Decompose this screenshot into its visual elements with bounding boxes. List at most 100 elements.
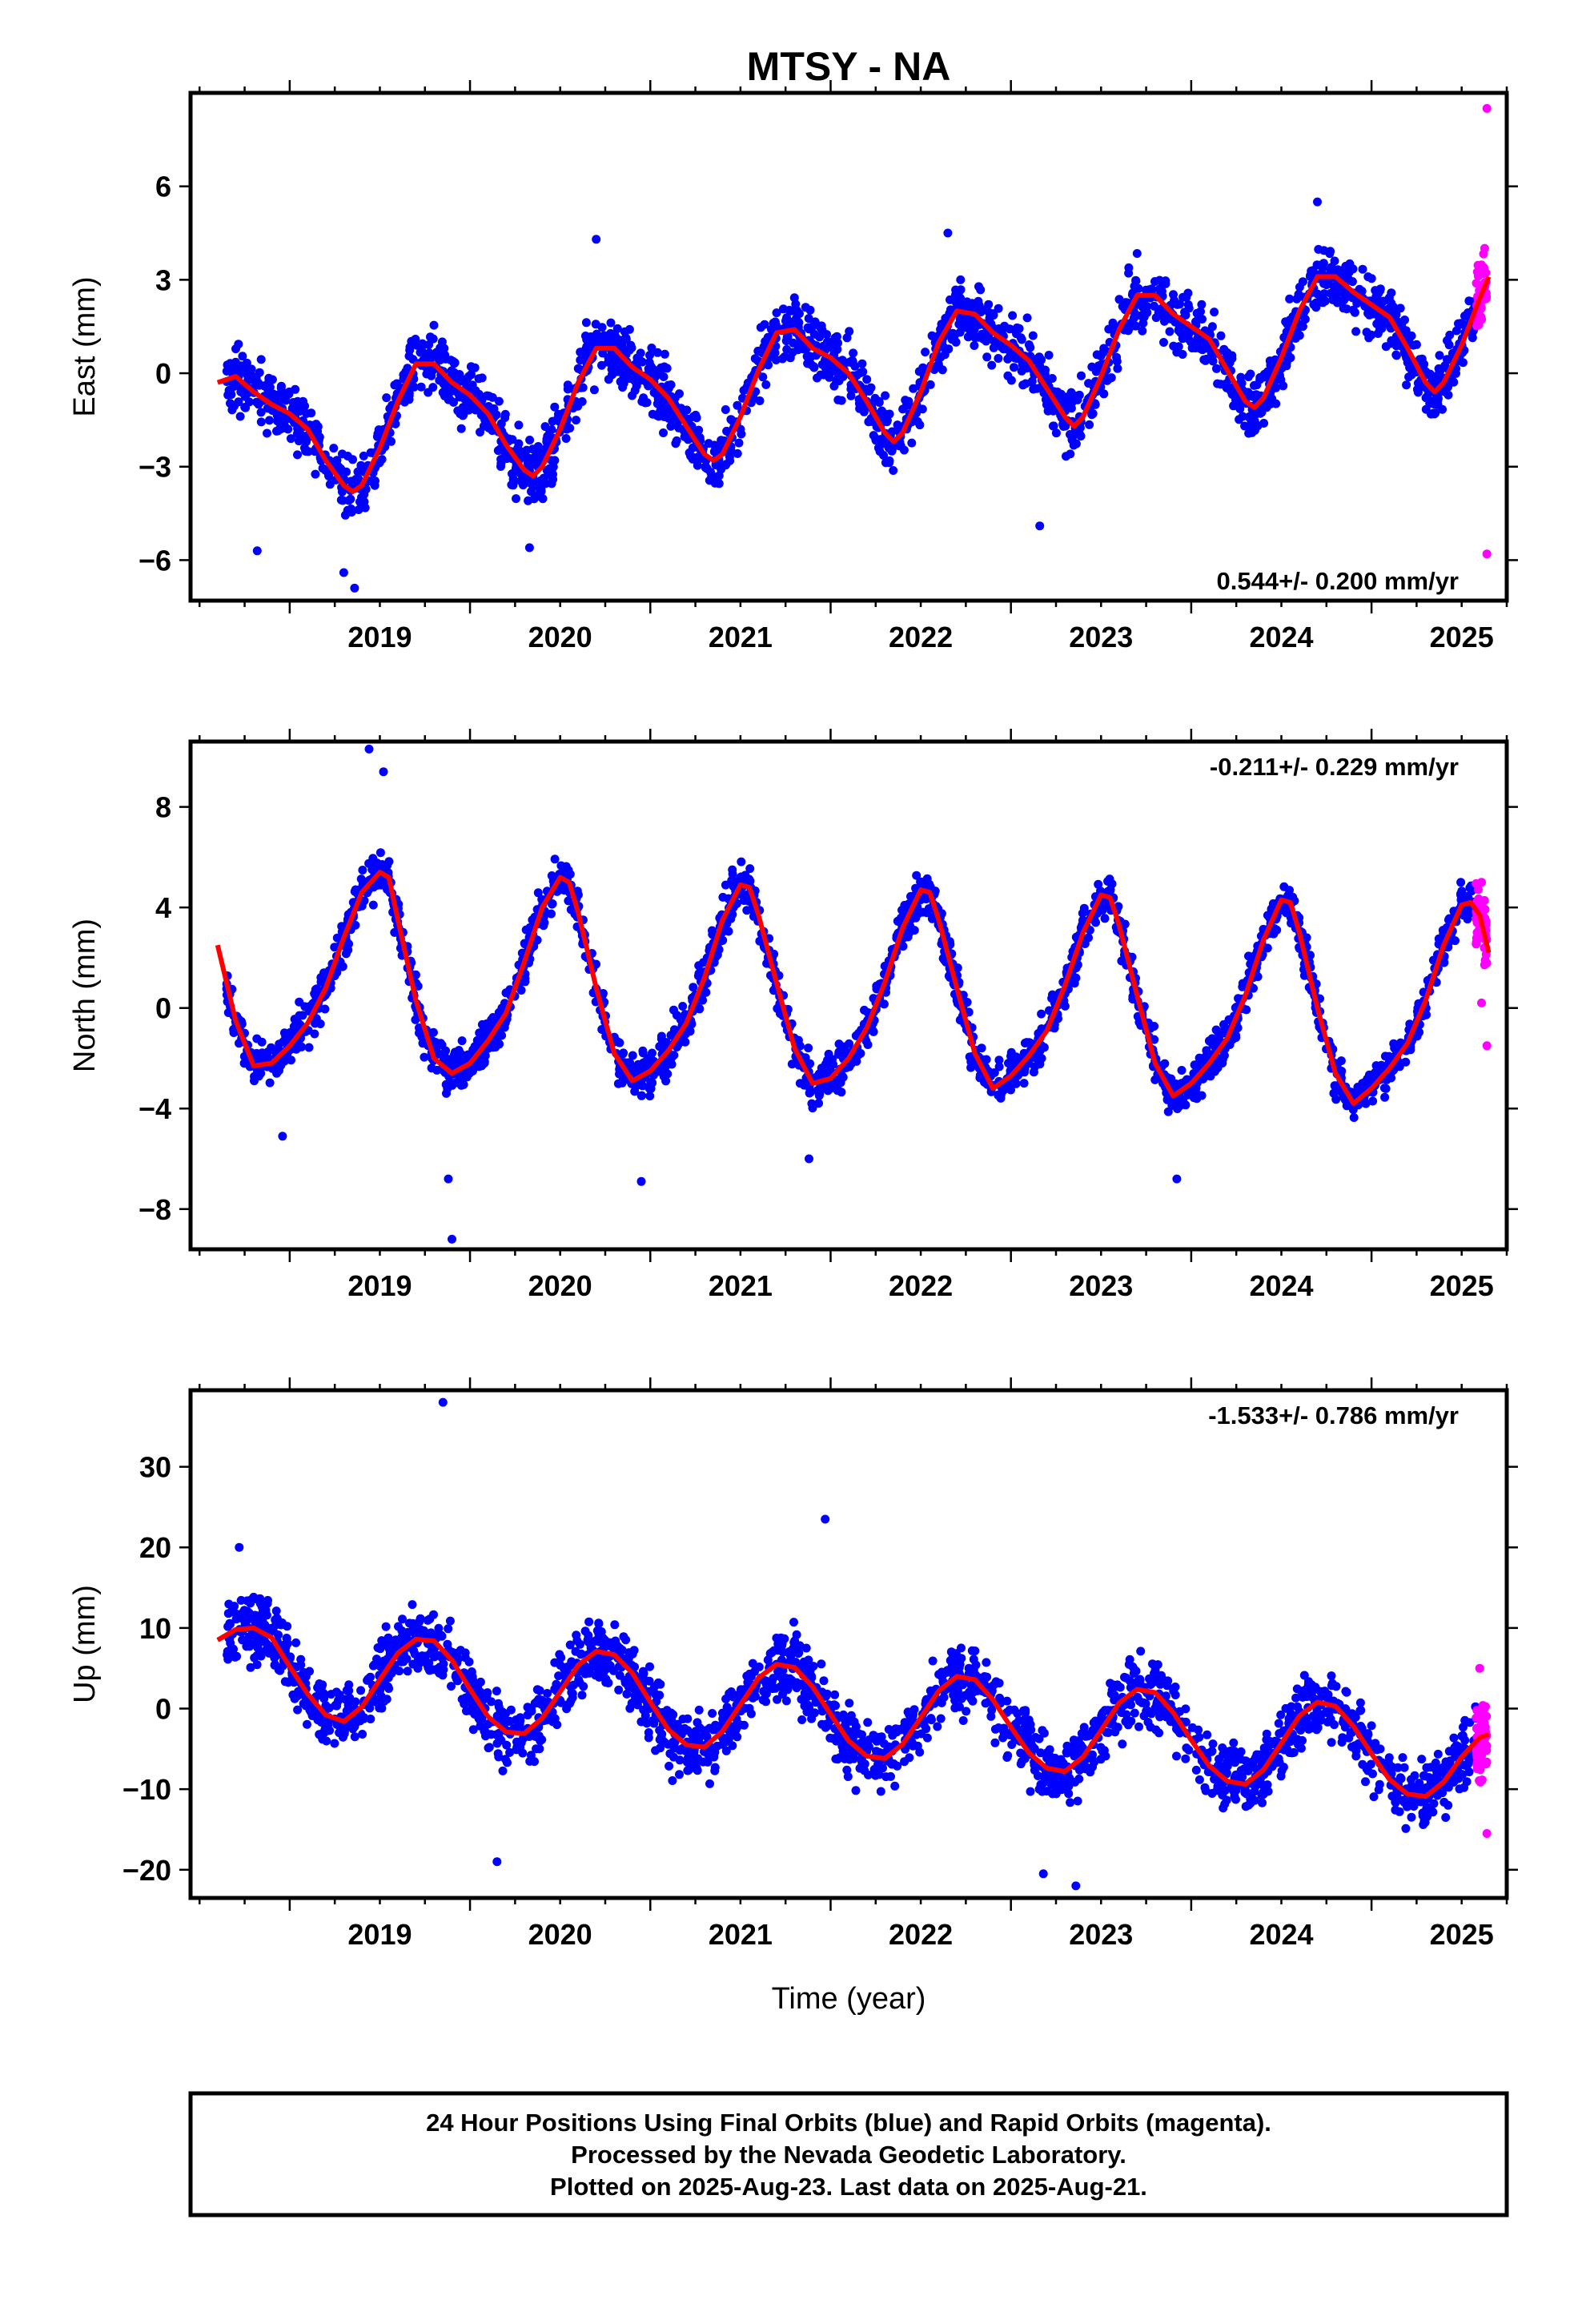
data-point [1445,330,1455,340]
data-point [824,1049,833,1059]
data-point [660,412,669,421]
data-point [636,1091,646,1100]
data-point [256,1068,266,1078]
data-point [1057,389,1066,399]
data-point [456,424,466,433]
data-point [835,1076,845,1085]
outlier-point [444,1174,453,1184]
data-point [1196,307,1205,316]
data-point [1283,891,1293,900]
data-point [353,467,363,476]
data-point [646,1054,656,1063]
data-point [616,377,625,387]
data-point [783,332,793,342]
data-point [256,408,266,417]
data-point [338,449,347,459]
data-point [426,332,435,342]
data-point [771,356,781,364]
data-point [1371,1061,1381,1071]
data-point [428,1027,438,1037]
outlier-point [364,744,374,754]
model-curve-north [215,870,1492,1106]
data-point [984,300,994,309]
data-point [1345,259,1355,268]
data-point [758,372,768,382]
data-point [1473,271,1483,281]
data-point [348,455,357,464]
data-point [1130,308,1139,318]
data-point [532,935,542,945]
data-point [403,364,412,373]
data-point [1157,287,1166,296]
data-point [405,345,415,355]
data-point [1048,421,1058,431]
data-point [418,1039,428,1048]
data-point [1027,377,1037,387]
data-point [718,892,728,902]
data-point [1210,308,1219,317]
data-point [454,372,464,381]
data-point [994,304,1003,313]
data-point [1387,288,1396,298]
data-point [597,1025,607,1034]
data-point [1066,404,1076,413]
data-point [846,391,856,400]
data-point [523,458,532,468]
plot-frame-east [188,90,1509,603]
data-point [633,1059,643,1069]
data-point [1439,958,1449,967]
data-point [426,351,436,360]
data-point [458,1077,468,1086]
data-point [1456,878,1466,887]
data-point [645,351,654,360]
data-point [693,452,703,461]
model-curve-east [216,274,1492,494]
data-point [604,357,613,367]
data-point [1150,301,1159,311]
data-point [316,973,326,983]
data-point [1105,875,1114,884]
data-point [985,308,994,317]
outlier-point [278,1132,287,1141]
data-point [689,983,698,992]
data-point [662,364,672,373]
data-point [292,429,302,438]
data-point [675,389,684,399]
data-point [1279,882,1289,891]
data-point [550,854,560,864]
data-point [666,408,676,417]
data-point [1047,374,1057,383]
data-point [1482,959,1492,968]
x-tick-label: 2021 [709,621,773,653]
data-point [1211,1025,1221,1035]
data-point [1465,883,1475,893]
data-point [340,510,350,520]
data-point [913,909,923,919]
data-point [1477,878,1486,887]
data-point [298,1011,307,1020]
outlier-point [339,568,348,577]
data-point [832,376,841,386]
data-point [645,1092,655,1101]
outlier-point [1482,1041,1492,1051]
data-point [1452,326,1461,336]
data-point [1142,302,1152,312]
data-point [1024,340,1034,349]
data-point [538,494,548,504]
data-point [798,344,808,354]
data-point [955,315,965,324]
data-point [1266,360,1275,370]
data-point [234,340,243,349]
data-point [464,405,474,415]
x-tick-label: 2025 [1430,621,1494,653]
data-point [597,360,606,370]
data-point [1367,274,1376,283]
y-tick-label: 8 [155,791,171,824]
data-point [1087,362,1097,372]
data-point [1159,316,1169,326]
data-point [545,426,555,436]
data-point [1358,264,1367,274]
data-point [494,1007,504,1017]
data-point [457,1036,467,1046]
data-point [909,384,918,393]
